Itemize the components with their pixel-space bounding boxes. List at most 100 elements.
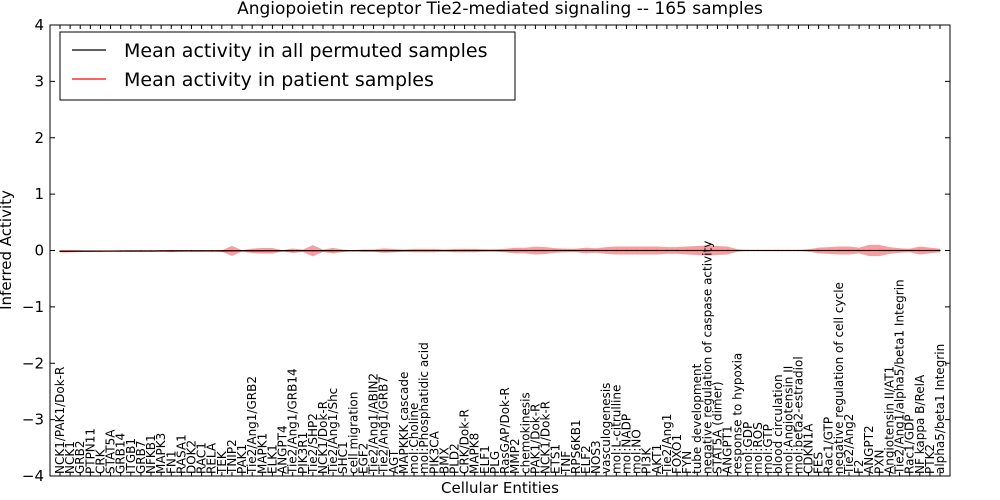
x-tick-label-layer: NCK1/PAK1/Dok-RNCK1GRB2PTPN11CRKSTAT5AGR… (53, 241, 947, 475)
data-point-permuted (929, 249, 931, 252)
y-tick-label: 3 (34, 72, 44, 90)
legend-label-patient: Mean activity in patient samples (124, 69, 434, 91)
x-tick-label: FN1 (164, 450, 178, 474)
data-point-permuted (464, 249, 466, 252)
x-tick-label: TEK (215, 450, 229, 475)
data-point-permuted (777, 249, 779, 252)
x-tick-label: ITGB1 (124, 438, 138, 474)
chart-title: Angiopoietin receptor Tie2-mediated sign… (237, 0, 763, 19)
data-point-permuted (99, 250, 102, 252)
x-tick-label: mol:NADP (619, 414, 633, 474)
y-tick-label: −4 (22, 467, 44, 485)
data-point-permuted (201, 250, 203, 252)
data-point-permuted (423, 249, 425, 252)
data-point-permuted (292, 250, 294, 252)
data-point-permuted (888, 249, 891, 252)
x-tick-label: Tie2/Ang1/GRB7 (377, 376, 391, 475)
x-tick-label: mol:Phosphatidic acid (417, 342, 431, 474)
data-point-permuted (69, 250, 71, 252)
data-point-permuted (605, 249, 607, 252)
data-point-permuted (504, 249, 506, 252)
x-tick-label: response to hypoxia (731, 353, 745, 474)
data-point-permuted (878, 249, 880, 252)
data-point-permuted (575, 249, 577, 252)
data-point-permuted (656, 249, 658, 252)
data-point-permuted (241, 250, 243, 252)
x-tick-label: CRK/Dok-R (458, 409, 472, 474)
x-tick-label: F2 (852, 459, 866, 474)
x-tick-label: FYN (680, 451, 694, 474)
data-point-permuted (271, 250, 274, 252)
data-point-permuted (453, 249, 456, 252)
x-tick-label: MAPK8 (468, 433, 482, 474)
data-point-permuted (261, 250, 263, 252)
x-tick-label: cell migration (346, 392, 360, 474)
data-point-permuted (211, 250, 213, 252)
data-point-permuted (807, 249, 810, 252)
data-point-permuted (352, 249, 354, 252)
x-tick-label: Tie2/Ang1/GRB14 (286, 368, 300, 475)
x-tick-label: Tie2/SHP2 (306, 413, 320, 475)
data-point-permuted (231, 250, 233, 252)
x-tick-label: GRB7 (134, 440, 148, 474)
x-tick-label: CDKN1A (802, 423, 816, 474)
x-tick-label: ELF2 (579, 445, 593, 474)
x-axis-label: Cellular Entities (441, 479, 559, 497)
y-tick-label: 1 (34, 185, 44, 203)
y-tick-label: 2 (34, 129, 44, 147)
x-tick-label: Tie2/Ang1/alpha5/beta1 Integrin (893, 279, 907, 475)
data-point-permuted (696, 249, 698, 252)
data-point-permuted (120, 250, 122, 252)
x-tick-label: STAT5A (dimer) (710, 381, 724, 474)
data-point-permuted (332, 250, 334, 252)
x-tick-label: Tie2/Ang2 (842, 414, 856, 475)
x-tick-label: GRB14 (114, 433, 128, 474)
data-point-permuted (737, 249, 739, 252)
x-tick-label: RasGAP/Dok-R (498, 387, 512, 474)
x-tick-label: PAK1/Dok-R (528, 404, 542, 474)
data-point-permuted (180, 250, 182, 252)
legend: Mean activity in all permuted samples Me… (59, 31, 516, 101)
x-tick-label: PIK3R1 (296, 432, 310, 474)
x-tick-label: AKT1 (650, 444, 664, 474)
x-tick-label: MAPK1 (255, 433, 269, 474)
x-tick-label: PXN (872, 450, 886, 474)
x-tick-label: mol:Angiotensin II (781, 366, 795, 474)
data-point-permuted (615, 249, 617, 252)
data-point-permuted (393, 249, 395, 252)
x-tick-label: STAT5A (104, 429, 118, 474)
data-point-permuted (372, 249, 375, 252)
data-point-permuted (362, 249, 365, 252)
data-point-permuted (828, 249, 830, 252)
x-tick-label: EGF2 (356, 443, 370, 474)
data-point-permuted (635, 249, 638, 252)
y-tick-label: 0 (34, 242, 44, 260)
series-line-permuted (59, 249, 940, 252)
x-tick-label: ELF1 (478, 445, 492, 474)
x-tick-label: ELK1 (265, 444, 279, 474)
data-point-permuted (170, 250, 172, 252)
x-tick-label: PTPN11 (83, 428, 97, 474)
data-point-permuted (443, 249, 445, 252)
x-tick-label: mol:beta2-estradiol (791, 356, 805, 474)
y-tick-label: −1 (22, 298, 44, 316)
x-tick-label: ANGPT2 (862, 425, 876, 474)
legend-box (59, 31, 516, 101)
tick-layer: −4 −3 −2 −1 0 1 2 3 4 (22, 16, 950, 485)
data-point-permuted (818, 249, 820, 252)
data-point-permuted (514, 249, 516, 252)
data-point-permuted (747, 249, 749, 252)
x-tick-label: PIK3CA (427, 430, 441, 474)
x-tick-label: mol:L-citrulline (609, 385, 623, 474)
data-point-permuted (403, 249, 405, 252)
data-point-permuted (838, 249, 840, 252)
data-point-permuted (221, 250, 223, 252)
data-point-permuted (625, 249, 628, 252)
data-point-permuted (939, 249, 941, 252)
data-point-permuted (109, 250, 112, 252)
x-tick-label: ETS1 (549, 444, 563, 474)
x-tick-label: RASA1 (174, 434, 188, 474)
x-tick-label: TNF (559, 451, 573, 475)
data-point-permuted (190, 250, 193, 252)
